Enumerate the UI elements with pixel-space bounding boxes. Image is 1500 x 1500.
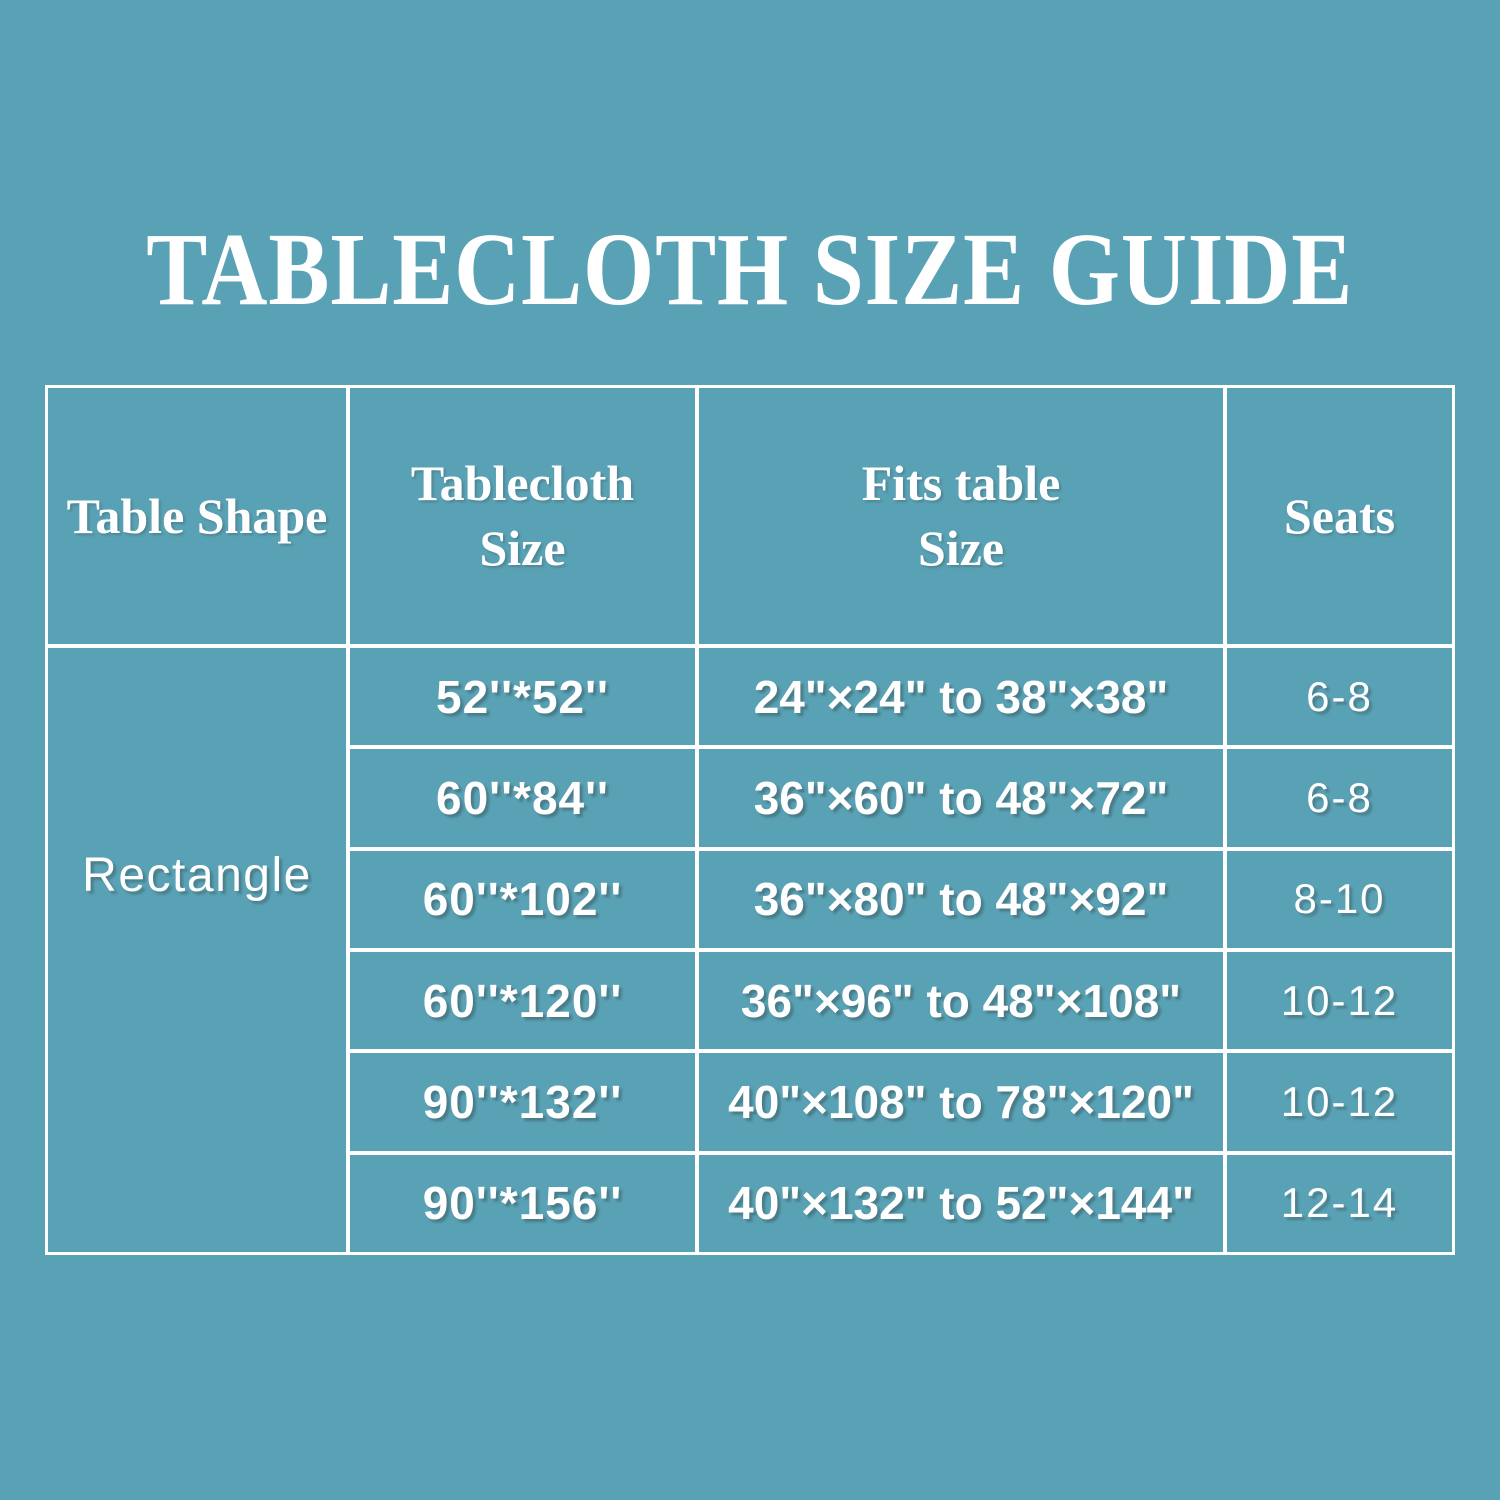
fits-table-size-value: 36"×60" to 48"×72" xyxy=(753,771,1169,824)
table-row-1-fits-cell: 24"×24" to 38"×38" xyxy=(699,648,1223,746)
seats-value: 6-8 xyxy=(1306,773,1373,821)
table-row-1-seats-cell: 6-8 xyxy=(1227,648,1452,746)
header-seats: Seats xyxy=(1227,388,1452,644)
seats-value: 10-12 xyxy=(1280,976,1399,1024)
seats-value: 6-8 xyxy=(1306,672,1373,720)
tablecloth-size-value: 60''*84'' xyxy=(436,771,609,824)
table-shape-cell: Rectangle xyxy=(48,648,346,1252)
tablecloth-size-value: 90''*132'' xyxy=(422,1075,623,1128)
fits-table-size-value: 36"×96" to 48"×108" xyxy=(740,974,1182,1027)
fits-table-size-value: 40"×132" to 52"×144" xyxy=(728,1177,1194,1230)
table-row-4-seats-cell: 10-12 xyxy=(1227,952,1452,1050)
fits-table-size-value: 36"×80" to 48"×92" xyxy=(753,873,1169,926)
seats-value: 12-14 xyxy=(1280,1179,1399,1227)
table-row-6-size-cell: 90''*156'' xyxy=(350,1154,695,1252)
table-row-4-fits-cell: 36"×96" to 48"×108" xyxy=(699,952,1223,1050)
tablecloth-size-value: 90''*156'' xyxy=(422,1177,623,1230)
table-row-5-size-cell: 90''*132'' xyxy=(350,1053,695,1151)
header-seats-label: Seats xyxy=(1283,487,1396,544)
table-row-2-seats-cell: 6-8 xyxy=(1227,749,1452,847)
header-table-shape-label: Table Shape xyxy=(66,487,328,544)
table-row-4-size-cell: 60''*120'' xyxy=(350,952,695,1050)
size-guide-table: Table Shape Tablecloth Size Fits table S… xyxy=(45,385,1455,1255)
table-row-2-size-cell: 60''*84'' xyxy=(350,749,695,847)
table-row-3-fits-cell: 36"×80" to 48"×92" xyxy=(699,850,1223,948)
table-row-6-fits-cell: 40"×132" to 52"×144" xyxy=(699,1154,1223,1252)
seats-value: 8-10 xyxy=(1293,875,1386,923)
page-title-text: TABLECLOTH SIZE GUIDE xyxy=(146,212,1354,327)
fits-table-size-value: 24"×24" to 38"×38" xyxy=(753,670,1169,723)
header-tablecloth-size-label: Tablecloth Size xyxy=(410,455,635,576)
header-tablecloth-size: Tablecloth Size xyxy=(350,388,695,644)
table-row-5-fits-cell: 40"×108" to 78"×120" xyxy=(699,1053,1223,1151)
table-row-3-seats-cell: 8-10 xyxy=(1227,850,1452,948)
table-row-3-size-cell: 60''*102'' xyxy=(350,850,695,948)
seats-value: 10-12 xyxy=(1280,1077,1399,1125)
header-fits-table-size: Fits table Size xyxy=(699,388,1223,644)
table-row-2-fits-cell: 36"×60" to 48"×72" xyxy=(699,749,1223,847)
table-row-6-seats-cell: 12-14 xyxy=(1227,1154,1452,1252)
table-shape-value: Rectangle xyxy=(82,848,312,902)
table-row-5-seats-cell: 10-12 xyxy=(1227,1053,1452,1151)
fits-table-size-value: 40"×108" to 78"×120" xyxy=(728,1075,1194,1128)
header-table-shape: Table Shape xyxy=(48,388,346,644)
header-fits-table-size-label: Fits table Size xyxy=(861,455,1061,576)
tablecloth-size-value: 60''*102'' xyxy=(422,873,623,926)
tablecloth-size-value: 60''*120'' xyxy=(422,974,623,1027)
table-row-1-size-cell: 52''*52'' xyxy=(350,648,695,746)
tablecloth-size-value: 52''*52'' xyxy=(436,670,609,723)
page-title: TABLECLOTH SIZE GUIDE xyxy=(0,0,1500,322)
